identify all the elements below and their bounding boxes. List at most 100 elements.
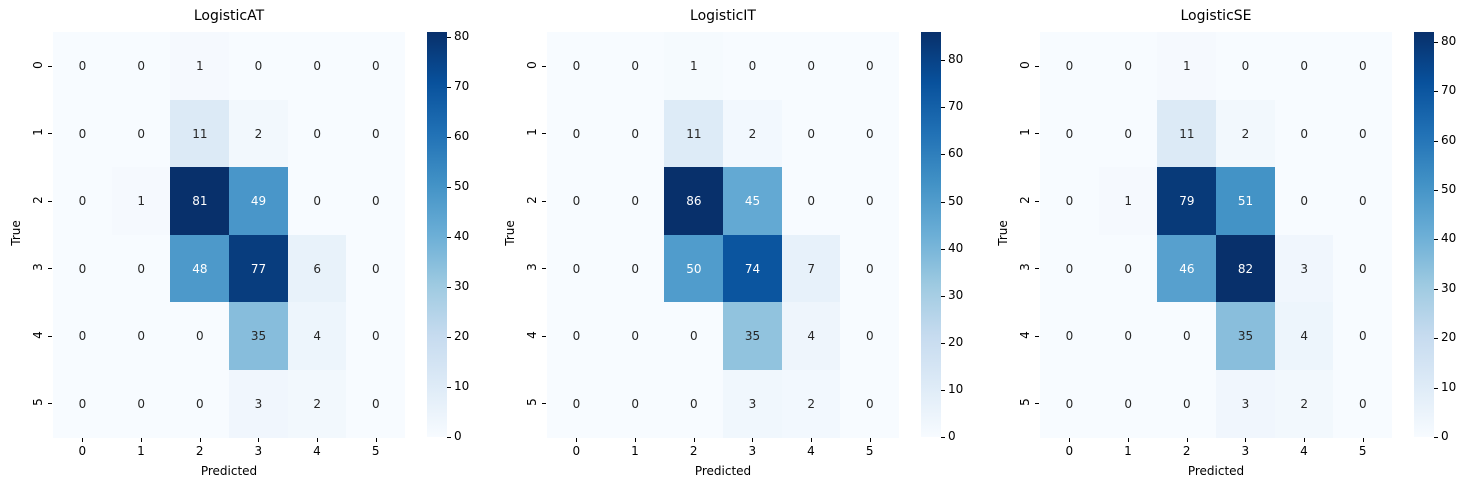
- heatmap-cell: 4: [781, 302, 841, 370]
- y-tick-mark: [1035, 200, 1039, 202]
- heatmap-cell: 51: [1216, 167, 1275, 235]
- colorbar-tick-mark: [447, 237, 451, 238]
- colorbar-tick-mark: [1434, 437, 1438, 438]
- heatmap-cell: 0: [1040, 32, 1099, 100]
- y-tick-mark: [48, 403, 52, 405]
- heatmap-cell: 1: [1098, 167, 1158, 235]
- x-tick-label: 0: [78, 444, 87, 458]
- colorbar-tick-label: 0: [1441, 429, 1449, 443]
- heatmap-cell: 79: [1157, 167, 1217, 235]
- colorbar-tick-label: 50: [1441, 182, 1457, 197]
- heatmap-cell: 0: [1040, 369, 1099, 438]
- colorbar-tick-mark: [1434, 190, 1438, 192]
- heatmap-cell: 0: [346, 369, 406, 438]
- heatmap-cell: 0: [53, 234, 112, 303]
- x-tick-mark: [317, 438, 318, 442]
- colorbar-tick-mark: [447, 287, 451, 288]
- x-tick-mark: [1128, 438, 1129, 442]
- heatmap-cell: 11: [170, 99, 230, 168]
- heatmap-cell: 0: [840, 167, 900, 235]
- x-tick-label: 5: [1358, 444, 1367, 458]
- heatmap-cell: 0: [53, 32, 112, 100]
- colorbar-tick-mark: [447, 387, 451, 388]
- heatmap-cell: 0: [1274, 32, 1334, 100]
- colorbar-tick-label: 30: [454, 279, 470, 293]
- heatmap-cell: 0: [1157, 369, 1217, 438]
- heatmap-cell: 0: [547, 99, 606, 168]
- heatmap-cell: 0: [111, 369, 171, 438]
- y-tick-label: 4: [1018, 330, 1032, 339]
- heatmap-cell: 0: [781, 32, 841, 100]
- x-tick-label: 4: [807, 444, 815, 458]
- heatmap-cell: 0: [605, 234, 665, 303]
- heatmap-cell: 35: [1216, 302, 1275, 370]
- confusion-matrix-heatmap: 0 0 1 0 0 0 0 0 11 2 0 0 0 1 81 49 0 0 0 0 48 77 6 0 0 0 0 35 4 0 0 0 0 3…: [53, 32, 406, 438]
- y-tick-mark: [542, 65, 546, 67]
- colorbar-tick-label: 80: [1441, 33, 1457, 48]
- colorbar-tick-mark: [447, 437, 451, 438]
- heatmap-cell: 0: [170, 302, 230, 370]
- heatmap-cell: 1: [1157, 32, 1217, 100]
- colorbar-tick-label: 0: [948, 429, 956, 443]
- heatmap-cell: 2: [1274, 369, 1334, 438]
- heatmap-cell: 0: [111, 99, 171, 168]
- colorbar-tick-label: 60: [454, 129, 470, 143]
- colorbar-tick-label: 60: [948, 146, 964, 161]
- y-tick-mark: [1035, 403, 1039, 405]
- y-tick-mark: [48, 200, 52, 202]
- x-tick-label: 0: [572, 444, 581, 458]
- colorbar-tick-mark: [1434, 387, 1438, 389]
- heatmap-cell: 0: [840, 99, 900, 168]
- heatmap-cell: 0: [1333, 302, 1393, 370]
- heatmap-cell: 0: [605, 369, 665, 438]
- x-tick-label: 5: [371, 444, 380, 458]
- heatmap-cell: 0: [605, 167, 665, 235]
- x-tick-mark: [811, 438, 812, 442]
- colorbar-tick-label: 30: [948, 287, 964, 302]
- heatmap-cell: 0: [1040, 302, 1099, 370]
- colorbar-tick-mark: [941, 437, 945, 438]
- y-tick-label: 4: [31, 330, 45, 339]
- x-tick-mark: [1245, 438, 1247, 442]
- colorbar-tick-label: 20: [948, 334, 964, 349]
- colorbar-tick-mark: [447, 337, 451, 338]
- heatmap-cell: 0: [346, 32, 406, 100]
- y-tick-label: 0: [1018, 60, 1032, 69]
- y-tick-mark: [542, 200, 546, 202]
- confusion-matrix-heatmap: 0 0 1 0 0 0 0 0 11 2 0 0 0 0 86 45 0 0 0 0 50 74 7 0 0 0 0 35 4 0 0 0 0 3…: [547, 32, 900, 438]
- y-tick-label: 5: [31, 398, 45, 407]
- heatmap-cell: 0: [53, 99, 112, 168]
- x-tick-mark: [82, 438, 84, 442]
- heatmap-cell: 0: [111, 32, 171, 100]
- heatmap-cell: 0: [111, 234, 171, 303]
- heatmap-cell: 0: [547, 369, 606, 438]
- colorbar-tick-label: 10: [1441, 379, 1457, 394]
- colorbar-tick-mark: [941, 107, 945, 109]
- heatmap-cell: 0: [1333, 234, 1393, 303]
- x-tick-label: 2: [689, 444, 698, 458]
- x-tick-label: 3: [254, 444, 263, 458]
- heatmap-cell: 0: [840, 234, 900, 303]
- y-tick-mark: [542, 133, 546, 135]
- x-axis-label: Predicted: [200, 464, 258, 478]
- colorbar-tick-label: 50: [454, 179, 470, 193]
- y-tick-label: 5: [525, 398, 539, 407]
- colorbar-tick-mark: [941, 248, 945, 250]
- y-tick-label: 4: [525, 330, 539, 339]
- x-tick-label: 2: [195, 444, 204, 458]
- colorbar-tick-mark: [447, 87, 451, 88]
- heatmap-cell: 0: [840, 32, 900, 100]
- heatmap-cell: 0: [287, 32, 347, 100]
- y-tick-mark: [1035, 133, 1039, 135]
- chart-title: LogisticAT: [193, 8, 265, 24]
- y-tick-label: 3: [1018, 263, 1032, 272]
- x-tick-mark: [635, 438, 636, 442]
- heatmap-cell: 50: [664, 234, 724, 303]
- x-tick-label: 5: [865, 444, 874, 458]
- heatmap-cell: 0: [1333, 99, 1393, 168]
- colorbar-tick-mark: [1434, 288, 1438, 290]
- heatmap-cell: 0: [1040, 234, 1099, 303]
- heatmap-cell: 81: [170, 167, 230, 235]
- colorbar-tick-label: 0: [454, 429, 462, 443]
- y-tick-mark: [542, 403, 546, 405]
